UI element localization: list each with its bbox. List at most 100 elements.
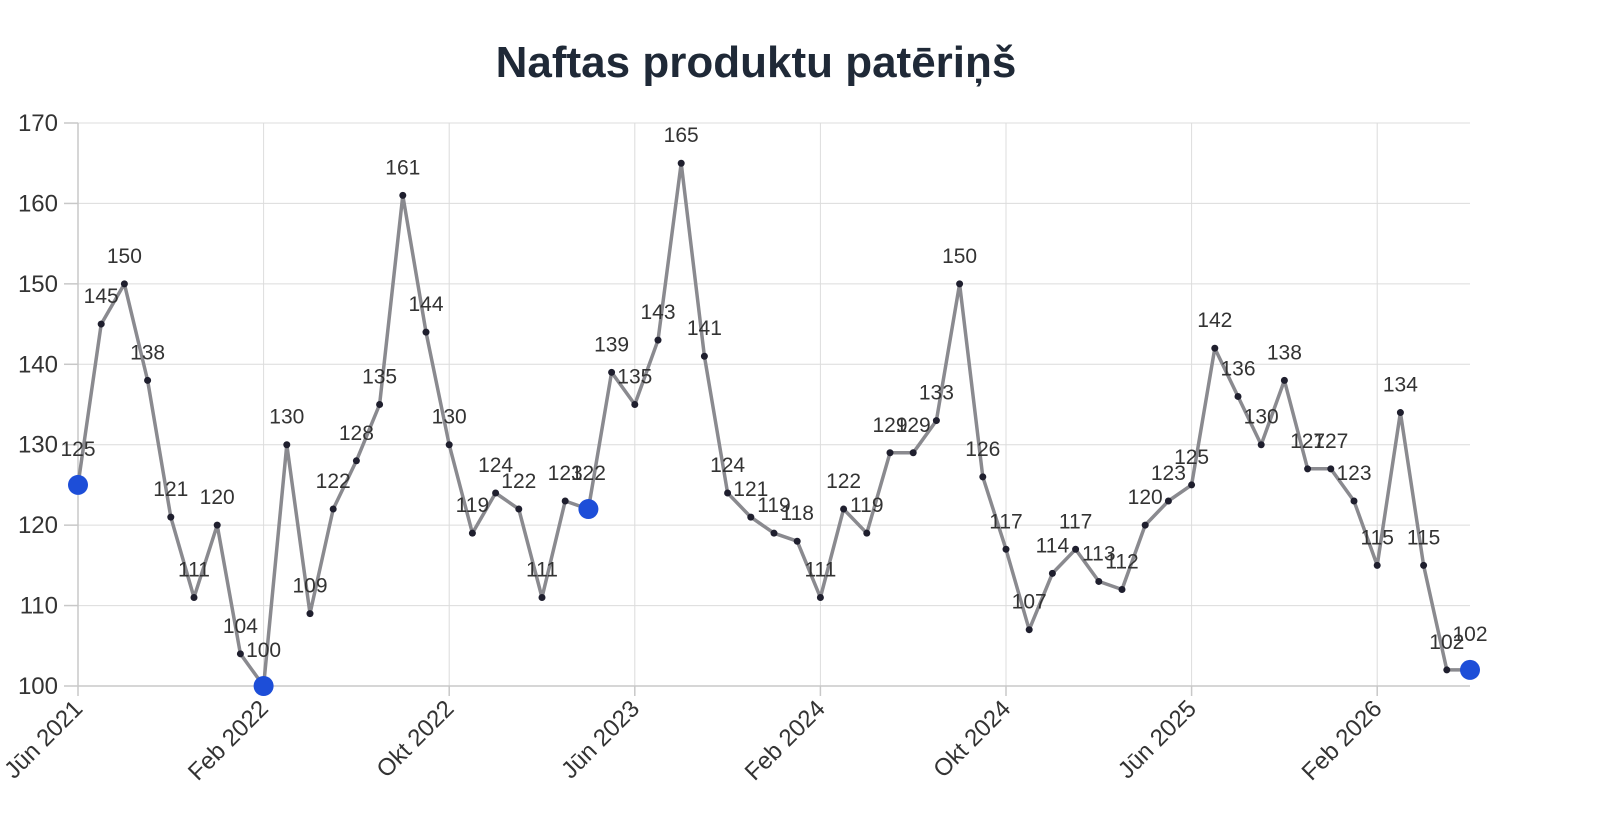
data-label: 138 — [1267, 341, 1302, 364]
data-label: 102 — [1452, 623, 1487, 646]
data-point — [515, 505, 523, 513]
data-point — [376, 401, 384, 408]
data-label: 126 — [965, 438, 1000, 461]
x-tick-label: Okt 2024 — [928, 695, 1016, 783]
data-label: 130 — [432, 406, 467, 429]
data-label: 111 — [804, 559, 836, 582]
data-label: 150 — [942, 245, 977, 268]
data-label: 165 — [664, 124, 699, 147]
highlight-point — [1460, 659, 1480, 680]
y-tick-label: 110 — [20, 593, 58, 620]
data-point — [1350, 497, 1358, 505]
data-label: 130 — [269, 406, 304, 429]
data-point — [329, 505, 337, 513]
data-point — [1095, 577, 1103, 585]
data-label: 122 — [501, 470, 536, 493]
data-point — [97, 320, 105, 328]
chart-title: Naftas produktu patēriņš — [495, 38, 1017, 87]
data-point — [608, 368, 616, 376]
data-label: 124 — [710, 454, 745, 477]
data-label: 139 — [594, 333, 629, 356]
data-point — [144, 376, 152, 384]
data-point — [631, 401, 639, 408]
data-label: 141 — [687, 317, 722, 340]
x-tick-label: Feb 2026 — [1297, 695, 1388, 786]
data-label: 115 — [1360, 526, 1393, 549]
data-point — [840, 505, 848, 513]
data-label: 122 — [571, 462, 606, 485]
data-label: 111 — [526, 559, 558, 582]
data-point — [863, 529, 871, 537]
data-label: 102 — [1429, 631, 1464, 654]
data-label: 113 — [1082, 542, 1115, 565]
data-point — [793, 537, 801, 545]
data-point — [1280, 376, 1288, 384]
data-point — [770, 529, 778, 537]
data-label: 123 — [548, 462, 583, 485]
data-point — [1072, 545, 1080, 553]
highlight-point — [253, 676, 274, 696]
x-tick-label: Jūn 2025 — [1113, 695, 1202, 784]
x-tick-label: Jūn 2023 — [556, 695, 645, 784]
data-point — [1188, 481, 1196, 489]
data-label: 118 — [780, 502, 813, 525]
data-point — [1234, 392, 1242, 400]
data-point — [909, 449, 917, 457]
data-label: 123 — [1336, 462, 1371, 485]
data-point — [422, 328, 430, 336]
data-label: 121 — [153, 478, 188, 501]
data-point — [677, 159, 685, 167]
data-label: 130 — [1244, 406, 1279, 429]
data-point — [236, 650, 244, 658]
data-label: 100 — [246, 639, 281, 662]
y-tick-label: 100 — [18, 673, 58, 700]
y-tick-label: 160 — [18, 190, 58, 217]
data-label: 143 — [640, 301, 675, 324]
data-label: 123 — [1151, 462, 1186, 485]
data-point — [120, 280, 128, 288]
data-point — [190, 594, 198, 602]
data-point — [492, 489, 500, 497]
data-point — [445, 441, 453, 449]
data-label: 119 — [456, 494, 489, 517]
data-point — [1396, 409, 1404, 417]
data-point — [747, 513, 755, 521]
data-label: 135 — [617, 366, 652, 389]
data-label: 107 — [1012, 591, 1047, 614]
data-label: 119 — [757, 494, 790, 517]
data-label: 127 — [1313, 430, 1348, 453]
data-label: 161 — [385, 156, 420, 179]
data-point — [1002, 545, 1010, 553]
data-point — [1164, 497, 1172, 505]
data-point — [561, 497, 569, 505]
x-tick-label: Feb 2022 — [183, 695, 274, 786]
data-point — [213, 521, 221, 529]
y-tick-label: 120 — [18, 512, 58, 539]
data-label: 135 — [362, 366, 397, 389]
data-point — [654, 336, 662, 344]
data-label: 122 — [316, 470, 351, 493]
data-point — [167, 513, 175, 521]
data-label: 111 — [178, 559, 210, 582]
data-label: 129 — [896, 414, 931, 437]
data-label: 115 — [1407, 526, 1440, 549]
data-label: 144 — [408, 293, 443, 316]
x-tick-label: Okt 2022 — [371, 695, 459, 783]
data-point — [1420, 561, 1428, 569]
data-point — [538, 594, 546, 602]
y-tick-label: 140 — [18, 351, 58, 378]
data-label: 125 — [60, 438, 95, 461]
data-label: 127 — [1290, 430, 1325, 453]
data-label: 150 — [107, 245, 142, 268]
y-tick-label: 170 — [18, 110, 58, 137]
highlight-point — [578, 499, 599, 520]
y-tick-label: 130 — [18, 432, 58, 459]
data-point — [886, 449, 894, 457]
data-label: 120 — [1128, 486, 1163, 509]
data-label: 117 — [989, 510, 1022, 533]
data-label: 122 — [826, 470, 861, 493]
data-label: 125 — [1174, 446, 1209, 469]
data-point — [468, 529, 476, 537]
data-point — [306, 610, 314, 618]
